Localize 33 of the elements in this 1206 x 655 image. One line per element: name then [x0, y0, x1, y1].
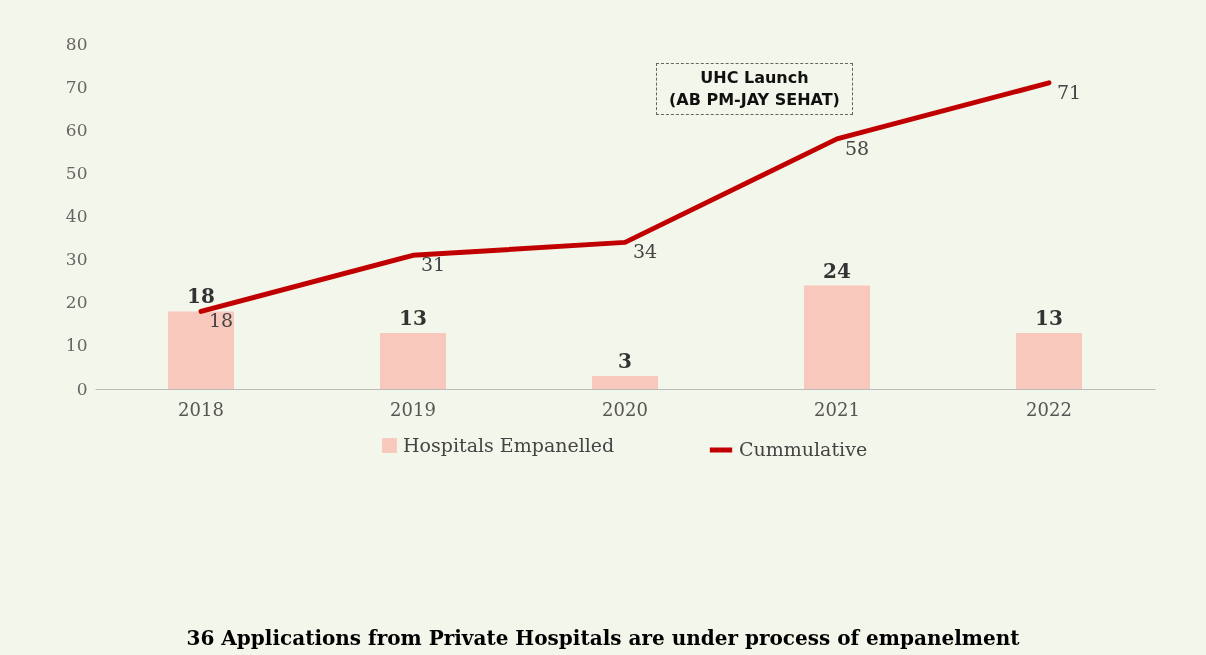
data-label: 71 — [1056, 80, 1082, 103]
data-label: 34 — [632, 240, 658, 263]
y-tick-label: 0 — [76, 378, 88, 399]
bar — [592, 376, 658, 389]
data-label: 13 — [1035, 305, 1063, 330]
y-tick-label: 50 — [65, 162, 88, 183]
y-tick-label: 30 — [65, 249, 88, 270]
data-label: 24 — [823, 258, 851, 283]
bar — [1016, 332, 1082, 389]
data-label: 13 — [399, 305, 427, 330]
annotation: UHC Launch (AB PM-JAY SEHAT) — [656, 63, 853, 115]
data-label: 18 — [208, 309, 234, 332]
y-tick-label: 10 — [65, 335, 88, 356]
data-label: 3 — [618, 349, 632, 374]
y-tick-label: 80 — [65, 33, 88, 54]
y-tick-label: 70 — [65, 76, 88, 97]
bar — [380, 332, 446, 389]
x-tick-label: 2018 — [178, 398, 224, 420]
data-label: 18 — [187, 284, 215, 309]
data-label: 31 — [420, 253, 446, 276]
text: 36 Applications from Private Hospitals are under process of empanelment — [185, 626, 1021, 650]
x-tick-label: 2021 — [814, 398, 860, 420]
bar — [168, 311, 234, 389]
legend-label: Hospitals Empanelled — [403, 433, 615, 456]
x-tick-label: 2020 — [602, 398, 648, 420]
x-tick-label: 2019 — [390, 398, 436, 420]
x-tick-label: 2022 — [1026, 398, 1072, 420]
legend-label: Cummulative — [739, 438, 868, 460]
y-tick-label: 40 — [65, 206, 88, 226]
data-label: 58 — [844, 136, 870, 159]
y-tick-label: 60 — [65, 119, 88, 140]
bar — [804, 285, 870, 389]
y-tick-label: 20 — [65, 292, 88, 313]
